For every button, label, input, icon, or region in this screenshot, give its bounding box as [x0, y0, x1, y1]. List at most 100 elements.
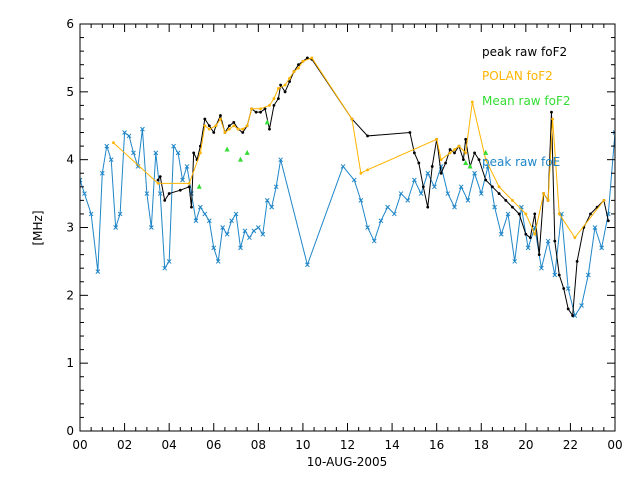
- point-peak-raw-fof2: [305, 56, 309, 60]
- x-tick-label: 10: [295, 438, 310, 452]
- point-peak-raw-foe: [358, 198, 364, 203]
- point-peak-raw-fof2: [562, 287, 566, 290]
- point-peak-raw-foe: [202, 211, 208, 217]
- point-polan-fof2: [470, 100, 474, 104]
- point-peak-raw-fof2: [430, 165, 434, 168]
- point-polan-fof2: [484, 158, 488, 162]
- point-peak-raw-fof2: [484, 178, 488, 182]
- point-peak-raw-foe: [478, 191, 484, 196]
- point-peak-raw-foe: [108, 157, 114, 163]
- point-peak-raw-fof2: [263, 107, 267, 111]
- point-peak-raw-foe: [452, 204, 457, 210]
- point-peak-raw-foe: [166, 259, 172, 264]
- point-polan-fof2: [310, 56, 314, 60]
- point-peak-raw-foe: [82, 191, 87, 196]
- point-polan-fof2: [232, 124, 236, 128]
- y-tick-label: 1: [66, 356, 74, 370]
- y-axis-title: [MHz]: [31, 210, 45, 245]
- point-mean-raw-fof2: [238, 156, 243, 162]
- point-peak-raw-fof2: [167, 192, 171, 195]
- point-polan-fof2: [236, 127, 240, 131]
- y-tick-label: 0: [66, 424, 74, 438]
- x-tick-label: 02: [117, 438, 132, 452]
- point-polan-fof2: [227, 127, 231, 131]
- point-peak-raw-fof2: [575, 260, 579, 263]
- point-peak-raw-foe: [572, 313, 578, 319]
- x-tick-label: 00: [607, 438, 622, 452]
- point-peak-raw-foe: [175, 150, 181, 156]
- point-polan-fof2: [112, 141, 115, 145]
- point-peak-raw-foe: [525, 245, 531, 251]
- point-peak-raw-fof2: [439, 171, 443, 175]
- point-peak-raw-fof2: [464, 137, 468, 141]
- point-peak-raw-fof2: [571, 314, 575, 318]
- point-peak-raw-fof2: [444, 161, 447, 165]
- legend-label-peak-raw-foe: peak raw foE: [482, 155, 560, 169]
- point-peak-raw-foe: [104, 143, 110, 149]
- point-peak-raw-foe: [592, 225, 598, 230]
- point-peak-raw-fof2: [524, 232, 528, 236]
- point-peak-raw-foe: [95, 269, 101, 274]
- point-peak-raw-foe: [418, 191, 424, 196]
- point-peak-raw-fof2: [490, 185, 494, 189]
- point-polan-fof2: [250, 107, 254, 111]
- point-polan-fof2: [366, 168, 369, 172]
- point-peak-raw-fof2: [259, 110, 262, 114]
- point-polan-fof2: [533, 232, 537, 236]
- point-peak-raw-fof2: [511, 205, 514, 209]
- point-peak-raw-foe: [552, 272, 558, 278]
- point-mean-raw-fof2: [483, 149, 489, 155]
- legend-label-peak-raw-fof2: peak raw foF2: [482, 45, 567, 59]
- point-peak-raw-fof2: [268, 127, 271, 131]
- point-peak-raw-foe: [233, 211, 239, 217]
- point-peak-raw-fof2: [156, 178, 160, 182]
- point-peak-raw-foe: [113, 225, 119, 230]
- point-polan-fof2: [511, 198, 514, 202]
- x-tick-label: 14: [384, 438, 399, 452]
- point-peak-raw-foe: [405, 198, 411, 203]
- point-peak-raw-foe: [140, 126, 145, 132]
- point-peak-raw-fof2: [283, 90, 287, 94]
- series-mean-raw-fof2: [196, 119, 489, 189]
- x-tick-label: 00: [72, 438, 87, 452]
- point-peak-raw-foe: [88, 211, 94, 217]
- point-peak-raw-foe: [131, 150, 136, 156]
- point-peak-raw-foe: [117, 211, 123, 217]
- point-peak-raw-foe: [255, 225, 261, 230]
- point-peak-raw-fof2: [504, 198, 508, 202]
- point-peak-raw-fof2: [187, 185, 191, 189]
- point-polan-fof2: [219, 117, 222, 121]
- y-tick-label: 5: [66, 85, 74, 99]
- point-polan-fof2: [524, 212, 528, 216]
- x-tick-label: 08: [251, 438, 266, 452]
- point-polan-fof2: [301, 59, 305, 63]
- point-peak-raw-foe: [153, 150, 159, 156]
- point-peak-raw-foe: [565, 286, 571, 291]
- x-tick-label: 18: [474, 438, 489, 452]
- point-peak-raw-foe: [144, 191, 150, 196]
- point-peak-raw-fof2: [297, 63, 300, 67]
- point-peak-raw-fof2: [207, 124, 211, 128]
- point-polan-fof2: [453, 148, 456, 151]
- point-peak-raw-foe: [371, 238, 377, 244]
- plot-area: [80, 56, 615, 319]
- point-polan-fof2: [359, 171, 363, 175]
- point-peak-raw-fof2: [241, 131, 245, 134]
- point-peak-raw-fof2: [528, 236, 532, 240]
- point-peak-raw-fof2: [219, 114, 222, 117]
- point-polan-fof2: [214, 124, 218, 128]
- point-peak-raw-fof2: [477, 158, 481, 162]
- point-peak-raw-foe: [99, 170, 105, 176]
- point-peak-raw-foe: [445, 191, 451, 196]
- point-peak-raw-foe: [385, 204, 390, 210]
- point-peak-raw-foe: [340, 164, 346, 169]
- point-peak-raw-foe: [148, 225, 154, 230]
- point-peak-raw-foe: [242, 228, 248, 234]
- point-peak-raw-foe: [269, 204, 275, 210]
- point-peak-raw-foe: [505, 211, 511, 217]
- point-polan-fof2: [439, 158, 443, 162]
- point-peak-raw-foe: [492, 204, 497, 210]
